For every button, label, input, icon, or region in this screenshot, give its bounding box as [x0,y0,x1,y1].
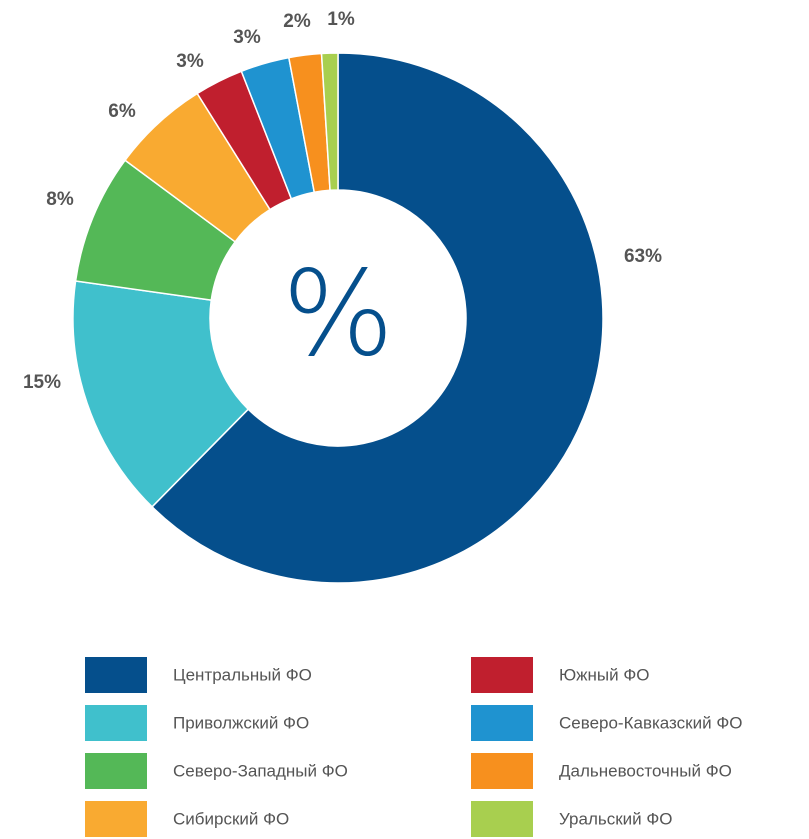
legend-label: Северо-Западный ФО [173,761,348,780]
legend-label: Дальневосточный ФО [559,761,732,780]
legend-swatch [471,657,533,693]
legend-swatch [85,705,147,741]
legend-label: Северо-Кавказский ФО [559,713,742,732]
legend-swatch [471,753,533,789]
value-label: 63% [624,246,662,267]
legend-label: Уральский ФО [559,809,673,828]
value-label: 3% [233,27,261,48]
value-label: 1% [327,9,355,30]
legend-swatch [471,705,533,741]
slice [151,52,604,584]
legend-label: Приволжский ФО [173,713,309,732]
slice [72,280,250,508]
value-label: 3% [176,51,204,72]
legend-label: Сибирский ФО [173,809,289,828]
legend-label: Центральный ФО [173,665,312,684]
slices [72,52,604,584]
value-label: 2% [283,11,311,32]
value-label: 8% [46,189,74,210]
slice [320,52,339,192]
legend-swatch [85,801,147,837]
legend-swatch [471,801,533,837]
legend-swatch [85,657,147,693]
legend-label: Южный ФО [559,665,650,684]
value-label: 15% [23,372,61,393]
center-label: % [282,244,394,382]
value-label: 6% [108,101,136,122]
legend-swatch [85,753,147,789]
